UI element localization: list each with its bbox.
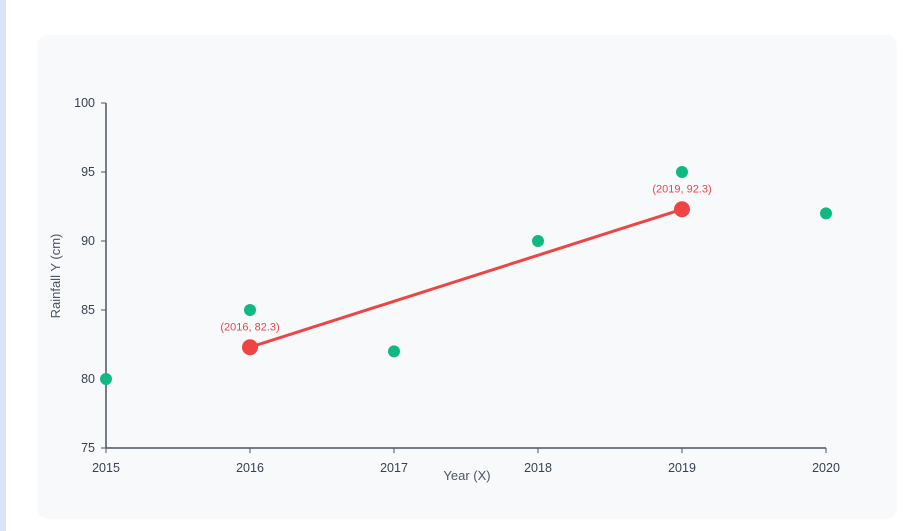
fit-line — [248, 207, 684, 349]
y-tick-label: 100 — [74, 96, 95, 110]
x-tick-label: 2016 — [236, 461, 264, 475]
axes — [105, 103, 826, 449]
data-point — [676, 166, 688, 178]
x-tick-label: 2017 — [380, 461, 408, 475]
data-point — [820, 207, 832, 220]
ticks: 75 80 85 90 95 100 2015 2016 2017 2018 2019 2020 — [74, 96, 840, 475]
data-point — [100, 373, 112, 385]
x-tick-label: 2019 — [668, 461, 696, 475]
y-tick-label: 75 — [81, 441, 95, 455]
data-points: (2016, 82.3) (2019, 92.3) — [100, 166, 832, 385]
x-axis-label: Year (X) — [443, 468, 490, 483]
fit-line-group — [248, 207, 684, 349]
data-point — [244, 304, 256, 316]
fit-endpoint-label: (2016, 82.3) — [220, 321, 279, 333]
y-axis-label: Rainfall Y (cm) — [48, 234, 63, 319]
chart-card — [38, 35, 896, 517]
left-edge-strip — [0, 0, 6, 531]
x-tick-label: 2015 — [92, 461, 120, 475]
fit-endpoint — [674, 201, 690, 218]
x-tick-label: 2020 — [812, 461, 840, 475]
y-tick-label: 90 — [81, 234, 95, 248]
fit-endpoint — [242, 339, 258, 356]
data-point — [532, 235, 544, 247]
fit-endpoint-label: (2019, 92.3) — [652, 183, 711, 195]
x-tick-label: 2018 — [524, 461, 552, 475]
data-point — [388, 345, 400, 358]
y-tick-label: 95 — [81, 165, 95, 179]
y-tick-label: 85 — [81, 303, 95, 317]
y-tick-label: 80 — [81, 372, 95, 386]
